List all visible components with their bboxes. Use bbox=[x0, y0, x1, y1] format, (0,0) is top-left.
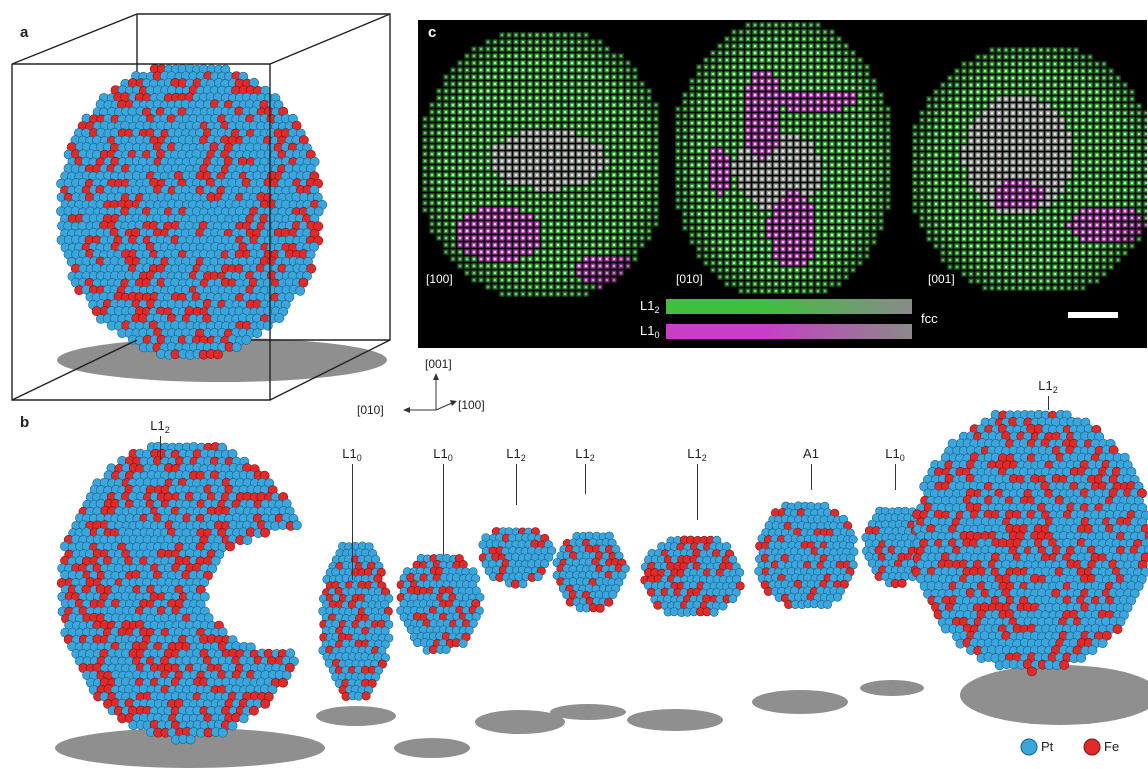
segment-leader-5 bbox=[697, 464, 698, 520]
panel-b-label: b bbox=[20, 414, 30, 431]
panel-b-slab-2 bbox=[478, 527, 557, 589]
panel-c-projections: c [100] [010] [001] L12 L10 fcc bbox=[418, 20, 1147, 348]
segment-leader-7 bbox=[895, 464, 896, 490]
segment-label-sub: 2 bbox=[520, 453, 526, 463]
axes-triad bbox=[403, 373, 457, 413]
projection-view-2 bbox=[912, 47, 1147, 291]
segment-label-sub: 2 bbox=[589, 453, 595, 463]
panel-b-shadow-8 bbox=[960, 665, 1148, 725]
segment-label-base: L1 bbox=[687, 446, 702, 461]
legend-l12-label: L12 bbox=[640, 298, 660, 315]
axis-x-label: [100] bbox=[458, 398, 485, 412]
segment-label-sub: 2 bbox=[1052, 385, 1058, 395]
segment-label-7: L10 bbox=[885, 446, 904, 463]
view-label-001: [001] bbox=[928, 272, 955, 286]
segment-label-8: L12 bbox=[1038, 378, 1057, 395]
panel-a-box-front bbox=[11, 13, 391, 401]
legend-l10-gradient bbox=[666, 324, 912, 339]
panel-c-label: c bbox=[428, 24, 437, 41]
scale-bar bbox=[1068, 312, 1118, 318]
segment-label-0: L12 bbox=[150, 418, 169, 435]
atom-key-pt-swatch bbox=[1020, 738, 1038, 756]
axis-y-label: [010] bbox=[357, 403, 384, 417]
segment-label-base: L1 bbox=[1038, 378, 1053, 393]
segment-leader-3 bbox=[516, 464, 517, 505]
panel-b-slab-0 bbox=[318, 541, 394, 701]
legend-l12-gradient bbox=[666, 299, 912, 314]
segment-leader-8 bbox=[1048, 396, 1049, 410]
segment-label-sub: 0 bbox=[899, 453, 905, 463]
panel-b-shadow-1 bbox=[316, 706, 396, 726]
panel-b-shadow-6 bbox=[752, 690, 848, 714]
projection-view-0 bbox=[422, 32, 659, 297]
panel-b-slab-5 bbox=[754, 501, 859, 609]
atom-key-pt-label: Pt bbox=[1041, 739, 1054, 754]
segment-leader-2 bbox=[443, 464, 444, 555]
panel-b-large-domain bbox=[912, 409, 1148, 677]
segment-label-sub: 0 bbox=[356, 453, 362, 463]
segment-label-1: L10 bbox=[342, 446, 361, 463]
segment-label-base: L1 bbox=[433, 446, 448, 461]
atom-key-fe-label: Fe bbox=[1104, 739, 1120, 754]
projection-view-1 bbox=[675, 22, 891, 294]
segment-label-5: L12 bbox=[687, 446, 706, 463]
panel-b-slab-3 bbox=[552, 531, 630, 613]
panel-b-shadow-2 bbox=[394, 738, 470, 758]
panel-b-shadow-0 bbox=[55, 728, 325, 768]
panel-a-label: a bbox=[20, 24, 29, 41]
panel-a-atoms bbox=[56, 63, 328, 360]
panel-b-slab-4 bbox=[640, 535, 745, 617]
segment-label-base: L1 bbox=[342, 446, 357, 461]
panel-b-shadow-3 bbox=[475, 710, 565, 734]
legend-l10-label: L10 bbox=[640, 323, 660, 340]
panel-b-slab-6 bbox=[861, 506, 930, 589]
segment-label-2: L10 bbox=[433, 446, 452, 463]
segment-label-base: L1 bbox=[150, 418, 165, 433]
segment-leader-1 bbox=[352, 464, 353, 580]
legend-fcc-label: fcc bbox=[921, 311, 938, 326]
panel-b-shadow-7 bbox=[860, 680, 924, 696]
segment-label-base: L1 bbox=[506, 446, 521, 461]
segment-label-3: L12 bbox=[506, 446, 525, 463]
atom-key-fe-swatch bbox=[1083, 738, 1101, 756]
segment-label-6: A1 bbox=[803, 446, 819, 463]
segment-label-sub: 2 bbox=[701, 453, 707, 463]
segment-label-sub: 2 bbox=[164, 425, 170, 435]
view-label-100: [100] bbox=[426, 272, 453, 286]
segment-label-base: A1 bbox=[803, 446, 819, 461]
segment-leader-0 bbox=[160, 436, 161, 460]
panel-b-shadow-5 bbox=[627, 709, 723, 731]
segment-label-sub: 0 bbox=[447, 453, 453, 463]
panel-b-c-shaped-domain bbox=[56, 441, 302, 745]
segment-leader-4 bbox=[585, 464, 586, 494]
view-label-010: [010] bbox=[676, 272, 703, 286]
panel-b-slab-1 bbox=[396, 553, 485, 655]
panel-b-shadow-4 bbox=[550, 704, 626, 720]
segment-label-base: L1 bbox=[885, 446, 900, 461]
axis-z-label: [001] bbox=[425, 357, 452, 371]
panel-a-nanoparticle bbox=[11, 13, 391, 401]
segment-leader-6 bbox=[811, 464, 812, 490]
segment-label-base: L1 bbox=[575, 446, 590, 461]
segment-label-4: L12 bbox=[575, 446, 594, 463]
